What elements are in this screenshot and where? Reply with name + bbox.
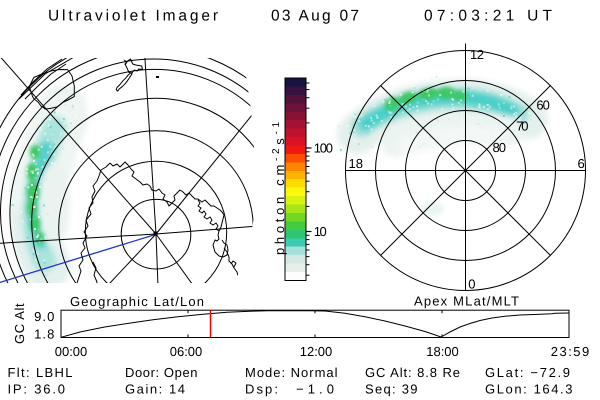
- svg-text:photon cm-2s-1: photon cm-2s-1: [271, 118, 287, 255]
- svg-text:Dsp:: Dsp:: [245, 382, 278, 397]
- svg-text:10: 10: [314, 224, 327, 239]
- svg-text:Mode: Normal: Mode: Normal: [245, 365, 338, 380]
- svg-text:60: 60: [536, 97, 550, 112]
- svg-text:GC Alt: GC Alt: [12, 303, 27, 344]
- svg-text:6: 6: [578, 156, 585, 171]
- svg-text:Seq: 39: Seq: 39: [365, 382, 418, 397]
- svg-text:Flt: LBHL: Flt: LBHL: [8, 365, 73, 380]
- svg-text:Gain: 14: Gain: 14: [125, 382, 185, 397]
- svg-text:18:00: 18:00: [426, 344, 459, 359]
- svg-text:0: 0: [468, 277, 475, 292]
- svg-text:07:03:21 UT: 07:03:21 UT: [424, 8, 553, 25]
- svg-text:Apex MLat/MLT: Apex MLat/MLT: [414, 294, 519, 309]
- svg-text:GLat: −72.9: GLat: −72.9: [485, 365, 570, 380]
- svg-text:Geographic Lat/Lon: Geographic Lat/Lon: [70, 294, 204, 309]
- svg-text:23:59: 23:59: [551, 344, 590, 359]
- svg-text:06:00: 06:00: [170, 344, 203, 359]
- svg-text:70: 70: [516, 119, 528, 134]
- svg-text:Door: Open: Door: Open: [125, 365, 198, 380]
- svg-text:00:00: 00:00: [55, 344, 88, 359]
- svg-text:9.0: 9.0: [34, 309, 54, 324]
- svg-text:12: 12: [470, 47, 484, 62]
- svg-text:03 Aug 07: 03 Aug 07: [271, 8, 359, 25]
- svg-text:1.8: 1.8: [34, 327, 54, 342]
- svg-text:GC Alt: 8.8 Re: GC Alt: 8.8 Re: [365, 365, 460, 380]
- svg-text:Ultraviolet Imager: Ultraviolet Imager: [48, 8, 218, 25]
- svg-text:80: 80: [493, 140, 507, 155]
- svg-text:GLon: 164.3: GLon: 164.3: [485, 382, 573, 397]
- svg-text:18: 18: [349, 156, 364, 171]
- svg-text:100: 100: [314, 140, 333, 155]
- svg-text:12:00: 12:00: [300, 344, 333, 359]
